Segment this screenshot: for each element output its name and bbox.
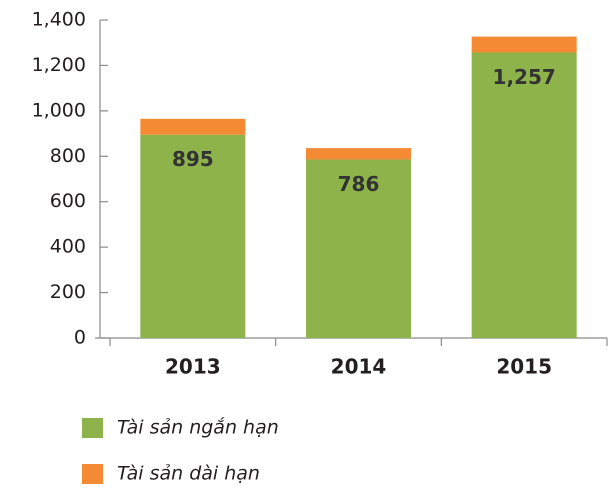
y-tick-label: 1,400: [32, 9, 86, 31]
y-tick-label: 0: [74, 327, 86, 349]
y-tick-label: 800: [50, 145, 86, 167]
y-tick-label: 1,200: [32, 54, 86, 76]
y-tick-label: 1,000: [32, 99, 86, 121]
bar-segment: [306, 148, 411, 160]
x-tick-label: 2014: [331, 355, 387, 379]
bar-segment: [140, 134, 246, 338]
legend-label: Tài sản dài hạn: [117, 463, 260, 485]
data-label: 895: [172, 147, 214, 171]
x-tick-label: 2013: [165, 355, 221, 379]
data-label: 786: [338, 172, 380, 196]
bar-segment: [471, 52, 577, 338]
y-tick-label: 400: [50, 236, 86, 258]
legend-swatch: [82, 418, 103, 438]
data-label: 1,257: [493, 65, 556, 89]
y-tick-label: 200: [50, 281, 86, 303]
bar-segment: [140, 118, 246, 135]
legend-label: Tài sản ngắn hạn: [117, 416, 279, 439]
bar-segment: [306, 159, 411, 338]
legend-swatch: [82, 464, 103, 484]
bar-segment: [471, 36, 577, 53]
y-tick-label: 600: [50, 190, 86, 212]
x-tick-label: 2015: [496, 355, 552, 379]
